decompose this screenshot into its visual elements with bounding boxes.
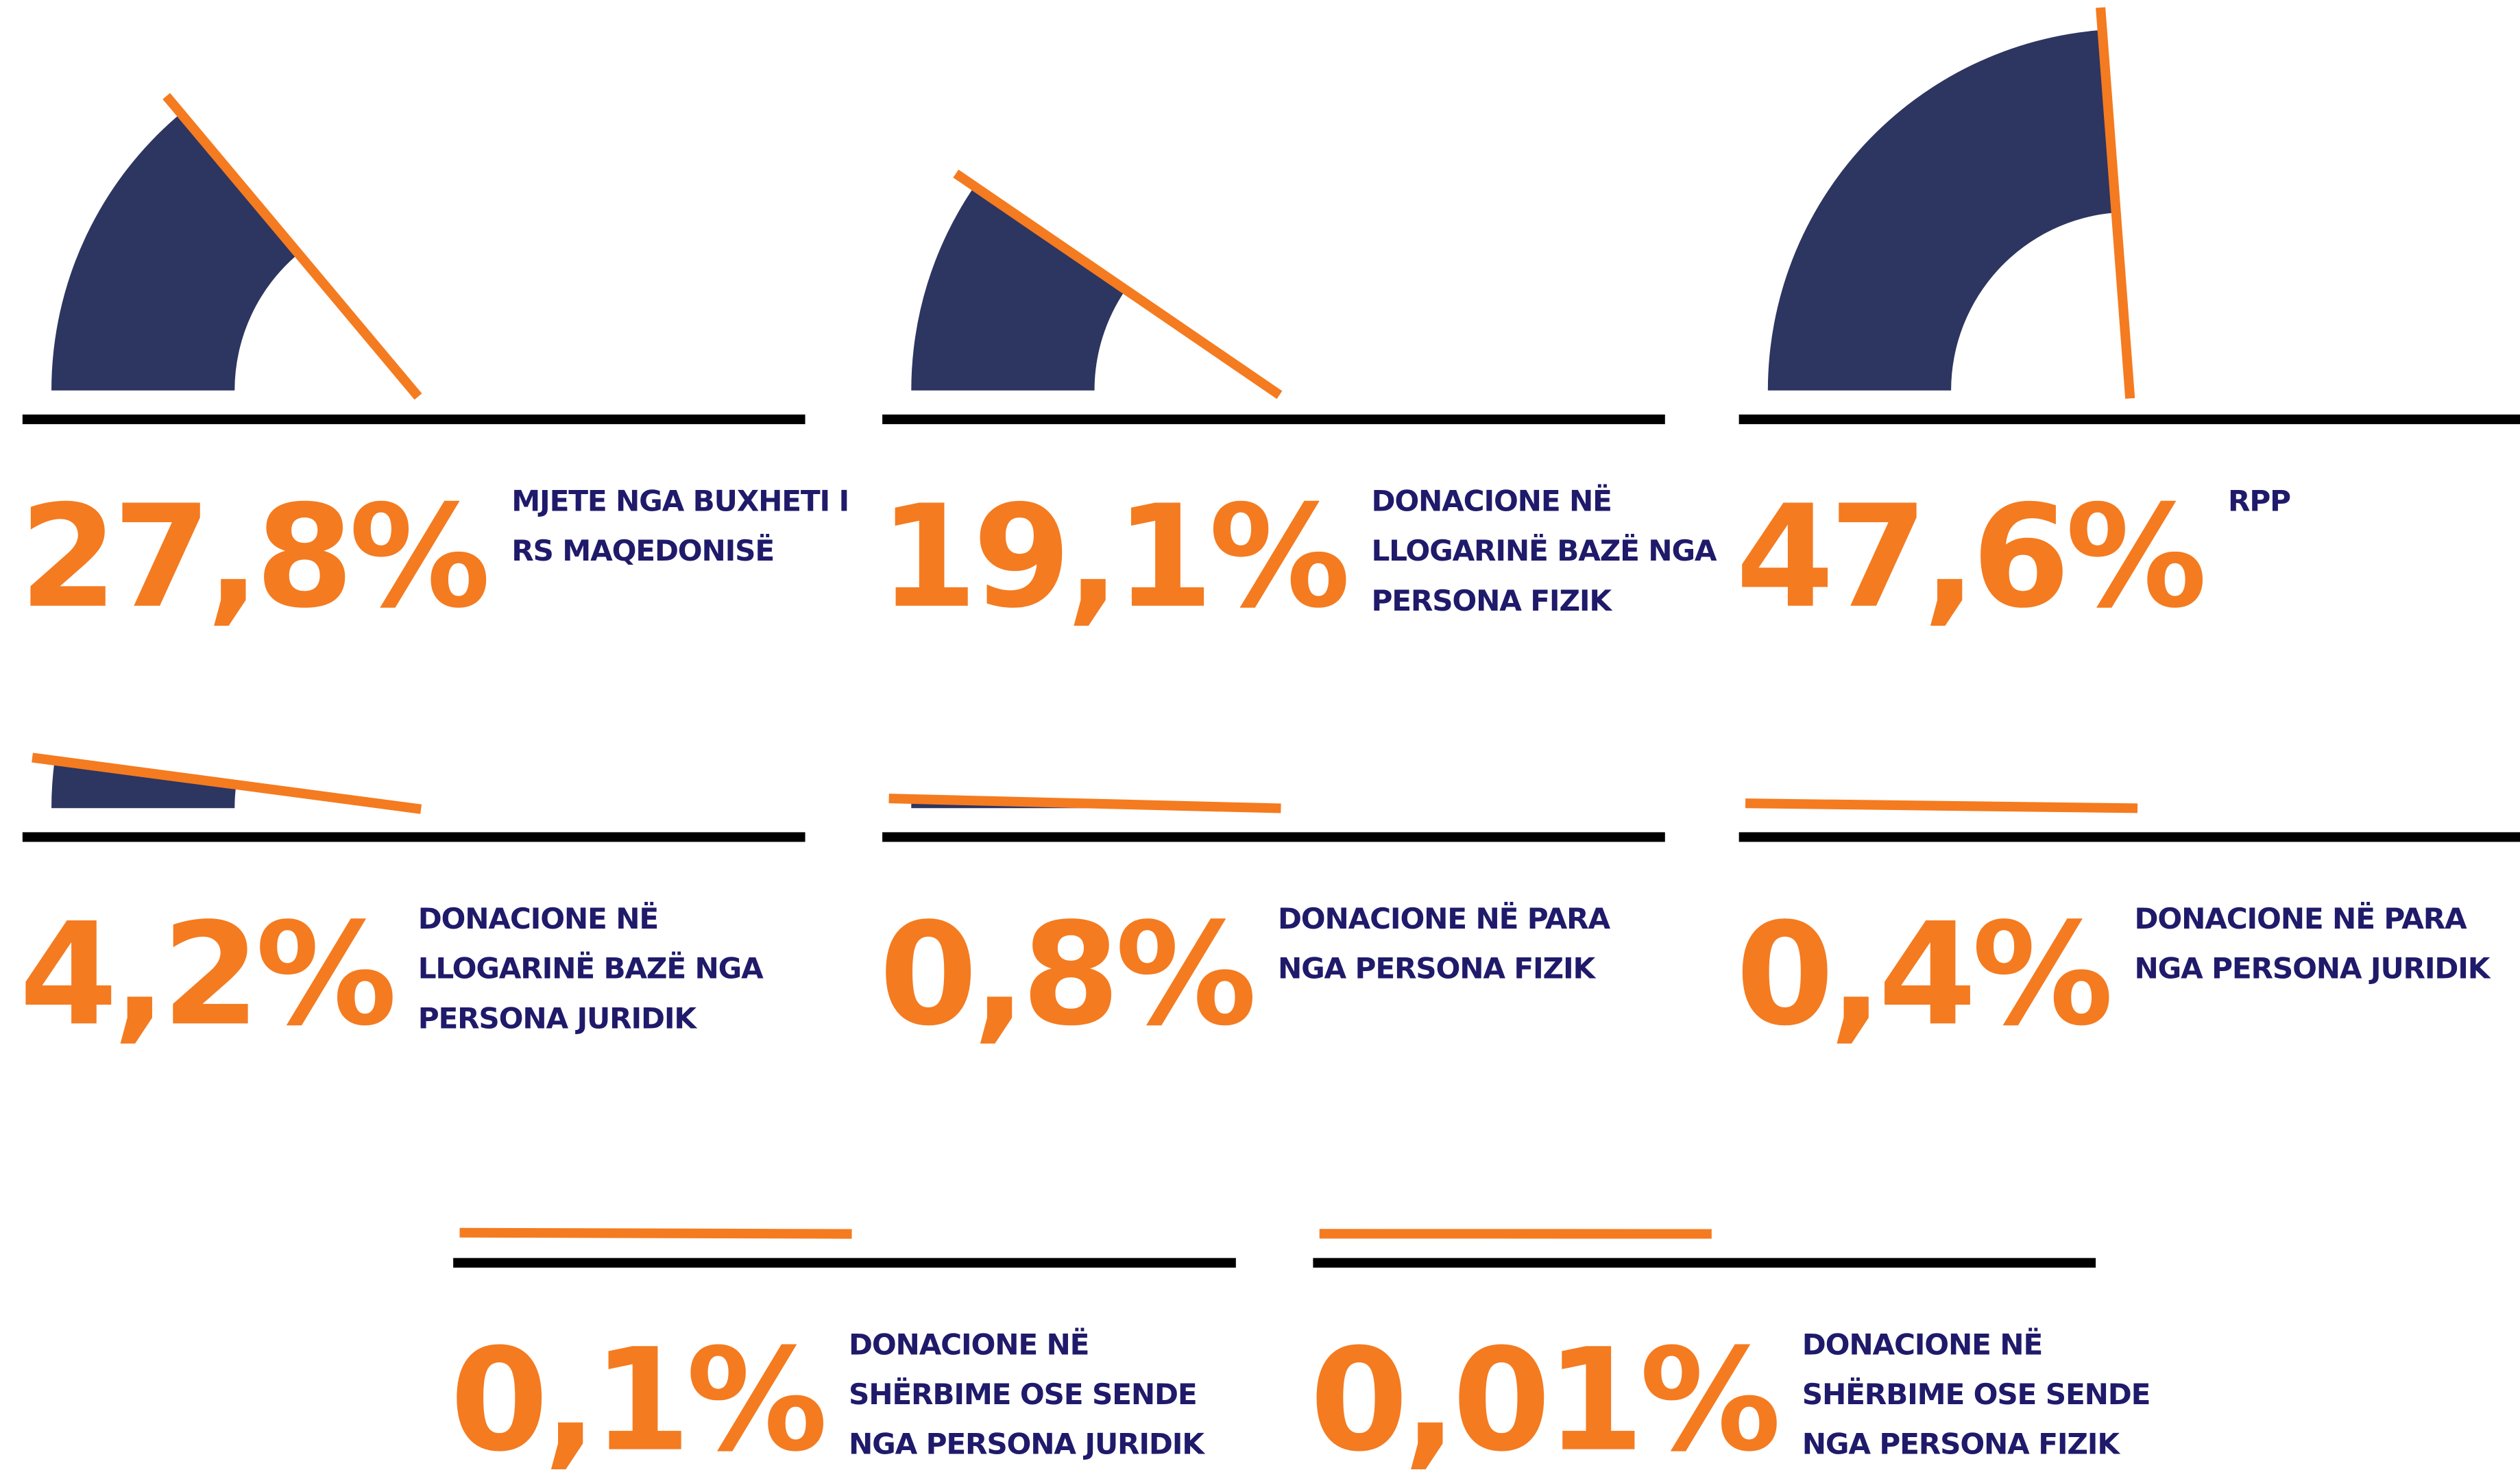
stat-row: 0,01%DONACIONE NË SHËRBIME OSE SENDE NGA… xyxy=(1310,1330,2180,1471)
baseline xyxy=(1313,1258,2096,1268)
description: DONACIONE NË LLOGARINË BAZË NGA PERSONA … xyxy=(1371,477,1749,626)
baseline xyxy=(453,1258,1236,1268)
stat-row: 0,4%DONACIONE NË PARA NGA PERSONA JURIDI… xyxy=(1736,905,2512,1046)
stat-row: 0,1%DONACIONE NË SHËRBIME OSE SENDE NGA … xyxy=(450,1330,1226,1471)
description: MJETE NGA BUXHETI I RS MAQEDONISË xyxy=(511,477,889,576)
percentage: 27,8% xyxy=(19,487,486,628)
baseline xyxy=(882,832,1665,842)
baseline xyxy=(1739,832,2520,842)
percentage: 0,1% xyxy=(450,1330,823,1471)
gauge-arc xyxy=(51,113,298,390)
description: DONACIONE NË SHËRBIME OSE SENDE NGA PERS… xyxy=(1802,1321,2180,1470)
percentage: 47,6% xyxy=(1736,487,2203,628)
percentage: 19,1% xyxy=(879,487,1346,628)
baseline xyxy=(1739,415,2520,424)
stat-row: 19,1%DONACIONE NË LLOGARINË BAZË NGA PER… xyxy=(879,487,1749,628)
description: DONACIONE NË SHËRBIME OSE SENDE NGA PERS… xyxy=(849,1321,1226,1470)
percentage: 0,4% xyxy=(1736,905,2109,1046)
gauge-arc xyxy=(1768,30,2116,391)
stat-row: 4,2%DONACIONE NË LLOGARINË BAZË NGA PERS… xyxy=(19,905,795,1046)
stat-row: 27,8%MJETE NGA BUXHETI I RS MAQEDONISË xyxy=(19,487,889,628)
percentage: 4,2% xyxy=(19,905,392,1046)
percentage: 0,01% xyxy=(1310,1330,1777,1471)
stat-row: 0,8%DONACIONE NË PARA NGA PERSONA FIZIK xyxy=(879,905,1655,1046)
description: DONACIONE NË PARA NGA PERSONA JURIDIK xyxy=(2135,895,2512,994)
gauge-needle xyxy=(460,1233,852,1234)
baseline xyxy=(23,415,805,424)
percentage: 0,8% xyxy=(879,905,1252,1046)
gauge-needle xyxy=(1745,803,2137,808)
description: DONACIONE NË PARA NGA PERSONA FIZIK xyxy=(1278,895,1656,994)
baseline xyxy=(882,415,1665,424)
baseline xyxy=(23,832,805,842)
stat-row: 47,6%RPP xyxy=(1736,487,2520,628)
description: DONACIONE NË LLOGARINË BAZË NGA PERSONA … xyxy=(418,895,796,1044)
description: RPP xyxy=(2228,477,2520,527)
